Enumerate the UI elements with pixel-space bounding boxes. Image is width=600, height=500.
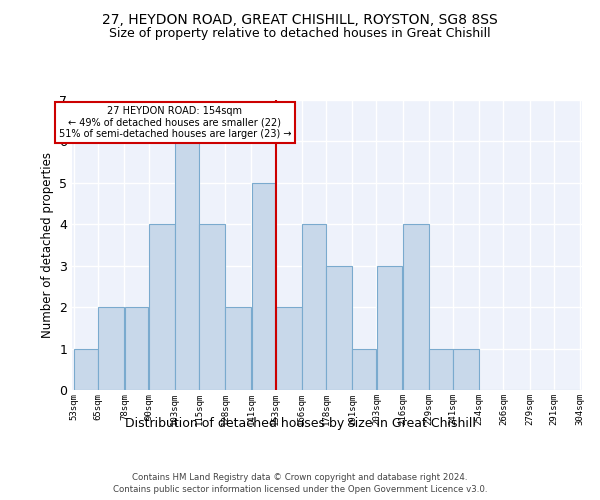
Bar bbox=[175, 142, 199, 390]
Bar bbox=[251, 183, 275, 390]
Text: Contains public sector information licensed under the Open Government Licence v3: Contains public sector information licen… bbox=[113, 485, 487, 494]
Bar bbox=[98, 307, 124, 390]
Bar bbox=[125, 307, 148, 390]
Bar bbox=[276, 307, 302, 390]
Text: Distribution of detached houses by size in Great Chishill: Distribution of detached houses by size … bbox=[125, 418, 475, 430]
Bar bbox=[199, 224, 225, 390]
Bar bbox=[74, 348, 98, 390]
Bar bbox=[352, 348, 376, 390]
Text: 27 HEYDON ROAD: 154sqm
← 49% of detached houses are smaller (22)
51% of semi-det: 27 HEYDON ROAD: 154sqm ← 49% of detached… bbox=[59, 106, 291, 140]
Bar bbox=[326, 266, 352, 390]
Bar bbox=[453, 348, 479, 390]
Bar bbox=[226, 307, 251, 390]
Text: 27, HEYDON ROAD, GREAT CHISHILL, ROYSTON, SG8 8SS: 27, HEYDON ROAD, GREAT CHISHILL, ROYSTON… bbox=[102, 12, 498, 26]
Text: Contains HM Land Registry data © Crown copyright and database right 2024.: Contains HM Land Registry data © Crown c… bbox=[132, 472, 468, 482]
Y-axis label: Number of detached properties: Number of detached properties bbox=[41, 152, 53, 338]
Bar bbox=[302, 224, 326, 390]
Text: Size of property relative to detached houses in Great Chishill: Size of property relative to detached ho… bbox=[109, 28, 491, 40]
Bar bbox=[403, 224, 428, 390]
Bar bbox=[429, 348, 453, 390]
Bar bbox=[149, 224, 175, 390]
Bar bbox=[377, 266, 403, 390]
